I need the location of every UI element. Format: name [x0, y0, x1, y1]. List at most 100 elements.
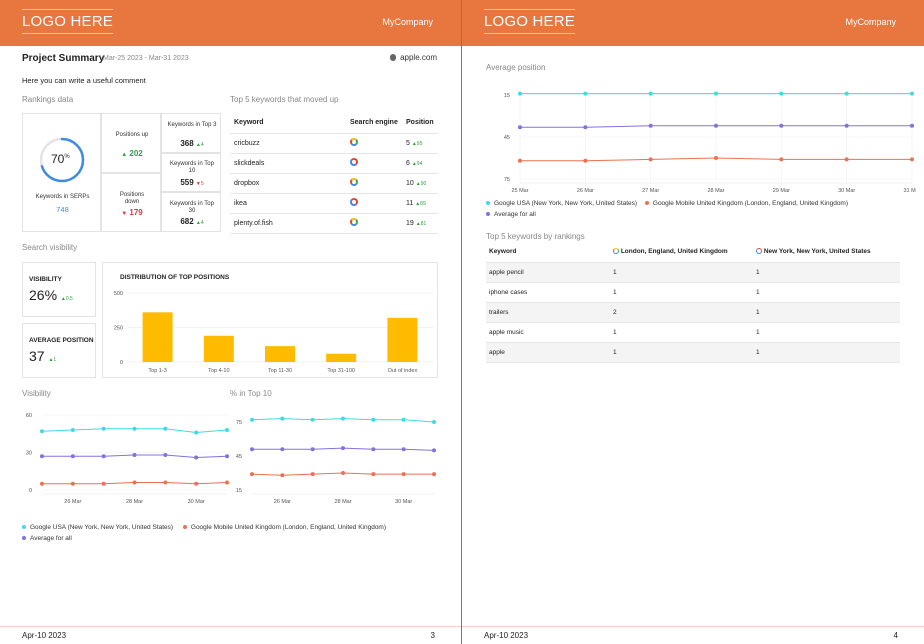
rankings-table: Keyword London, England, United Kingdom … [486, 242, 900, 363]
data-point [432, 448, 436, 453]
x-tick-label: Out of index [388, 368, 418, 374]
data-point [40, 481, 44, 486]
data-point [132, 480, 137, 485]
top30-value: 682 ▲4 [180, 217, 204, 226]
data-point [518, 91, 522, 96]
x-tick-label: 26 Mar [64, 499, 81, 505]
moved-up-section-title: Top 5 keywords that moved up [230, 95, 339, 104]
x-tick-label: Top 1-3 [148, 368, 166, 374]
ny-rank-cell: 1 [753, 342, 900, 363]
page-footer: Apr-10 2023 3 [0, 626, 461, 644]
moved-up-table: Keyword Search engine Position cricbuzz 5… [230, 113, 438, 234]
data-point [583, 158, 588, 163]
company-name: MyCompany [382, 17, 433, 27]
x-tick-label: 30 Mar [188, 499, 205, 505]
top10-chart: 15 45 75 26 Mar 28 Mar 30 Mar [236, 416, 436, 505]
average-position-card: AVERAGE POSITION 37 ▲1 [22, 323, 96, 378]
top3-card: Keywords in Top 3 368 ▲4 [161, 113, 221, 153]
page-header: LOGO HERE MyCompany [462, 0, 924, 46]
y-tick-label: 0 [120, 360, 123, 366]
table-row: plenty.of.fish 19 ▲81 [230, 213, 438, 234]
data-point [714, 123, 718, 128]
data-point [225, 454, 229, 459]
report-page-4: LOGO HERE MyCompany Average position 15 4… [462, 0, 924, 644]
positions-up-label: Positions up [115, 132, 149, 138]
visibility-card-label: VISIBILITY [29, 276, 62, 283]
top10-section-title: % in Top 10 [230, 389, 272, 398]
data-point [101, 481, 106, 486]
visibility-chart: 0 30 60 26 Mar 28 Mar 30 Mar [26, 413, 229, 505]
y-tick-label: 15 [504, 93, 510, 99]
data-point [910, 157, 914, 162]
data-point [70, 428, 75, 432]
table-row: ikea 11 ▲89 [230, 193, 438, 214]
legend-swatch [22, 536, 26, 541]
visibility-card: VISIBILITY 26% ▲0.5 [22, 262, 96, 317]
legend-swatch [22, 525, 26, 530]
data-point [225, 428, 229, 432]
top10-value: 559 ▼5 [180, 178, 204, 187]
top3-value: 368 ▲4 [180, 139, 204, 148]
x-tick-label: Top 4-10 [208, 368, 229, 374]
data-point [714, 91, 718, 96]
top30-card: Keywords in Top 30 682 ▲4 [161, 192, 221, 232]
data-point [648, 157, 653, 162]
data-point [910, 91, 914, 96]
google-mobile-icon [350, 138, 358, 146]
footer-page-number: 4 [893, 631, 898, 640]
data-point [280, 416, 285, 421]
data-point [910, 123, 914, 128]
y-tick-label: 0 [29, 488, 32, 494]
positions-down-card: Positions down ▼ 179 [101, 173, 161, 232]
col-keyword: Keyword [230, 113, 346, 134]
google-mobile-icon [350, 218, 358, 226]
rankings-section-title: Rankings data [22, 95, 74, 104]
data-point [163, 453, 168, 457]
data-point [779, 123, 784, 128]
position-cell: 10 ▲90 [402, 173, 438, 194]
x-tick-label: Top 31-100 [327, 368, 355, 374]
data-point [194, 430, 199, 435]
data-point [280, 473, 285, 478]
table-row: cricbuzz 5 ▲95 [230, 133, 438, 154]
legend-item-avg: Average for all [486, 211, 848, 218]
bar [387, 317, 418, 362]
london-rank-cell: 1 [610, 282, 753, 303]
data-point [648, 123, 653, 128]
domain-label: apple.com [390, 53, 437, 62]
logo-placeholder: LOGO HERE [484, 9, 575, 34]
google-mobile-icon [613, 248, 619, 255]
visibility-section-title: Visibility [22, 389, 51, 398]
chart-legend: Google USA (New York, New York, United S… [22, 524, 386, 542]
legend-swatch [486, 212, 490, 217]
y-tick-label: 60 [26, 413, 32, 419]
data-point [401, 447, 406, 452]
serps-value: 748 [56, 205, 69, 214]
data-point [40, 429, 44, 434]
y-tick-label: 45 [504, 135, 510, 141]
positions-up-card: Positions up ▲ 202 [101, 113, 161, 173]
data-point [132, 453, 137, 457]
engine-cell [346, 133, 402, 154]
report-page-3: LOGO HERE MyCompany Project Summary Mar-… [0, 0, 462, 644]
average-position-section-title: Average position [486, 63, 546, 72]
data-point [844, 157, 849, 162]
top-keywords-rankings-title: Top 5 keywords by rankings [486, 232, 585, 241]
domain-text: apple.com [400, 53, 437, 62]
distribution-chart-title: DISTRIBUTION OF TOP POSITIONS [120, 274, 230, 281]
y-tick-label: 75 [504, 177, 510, 183]
keyword-cell: apple music [486, 322, 610, 343]
footer-date: Apr-10 2023 [22, 631, 67, 640]
keyword-cell: plenty.of.fish [230, 213, 346, 234]
page-title: Project Summary [22, 53, 105, 64]
col-keyword: Keyword [486, 242, 610, 263]
x-tick-label: 26 Mar [577, 188, 594, 194]
google-icon [350, 198, 358, 206]
data-point [163, 426, 168, 431]
position-cell: 6 ▲94 [402, 153, 438, 174]
keyword-cell: dropbox [230, 173, 346, 194]
table-row: iphone cases 1 1 [486, 282, 900, 303]
ny-rank-cell: 1 [753, 262, 900, 283]
data-point [371, 447, 376, 452]
data-point [280, 447, 285, 452]
